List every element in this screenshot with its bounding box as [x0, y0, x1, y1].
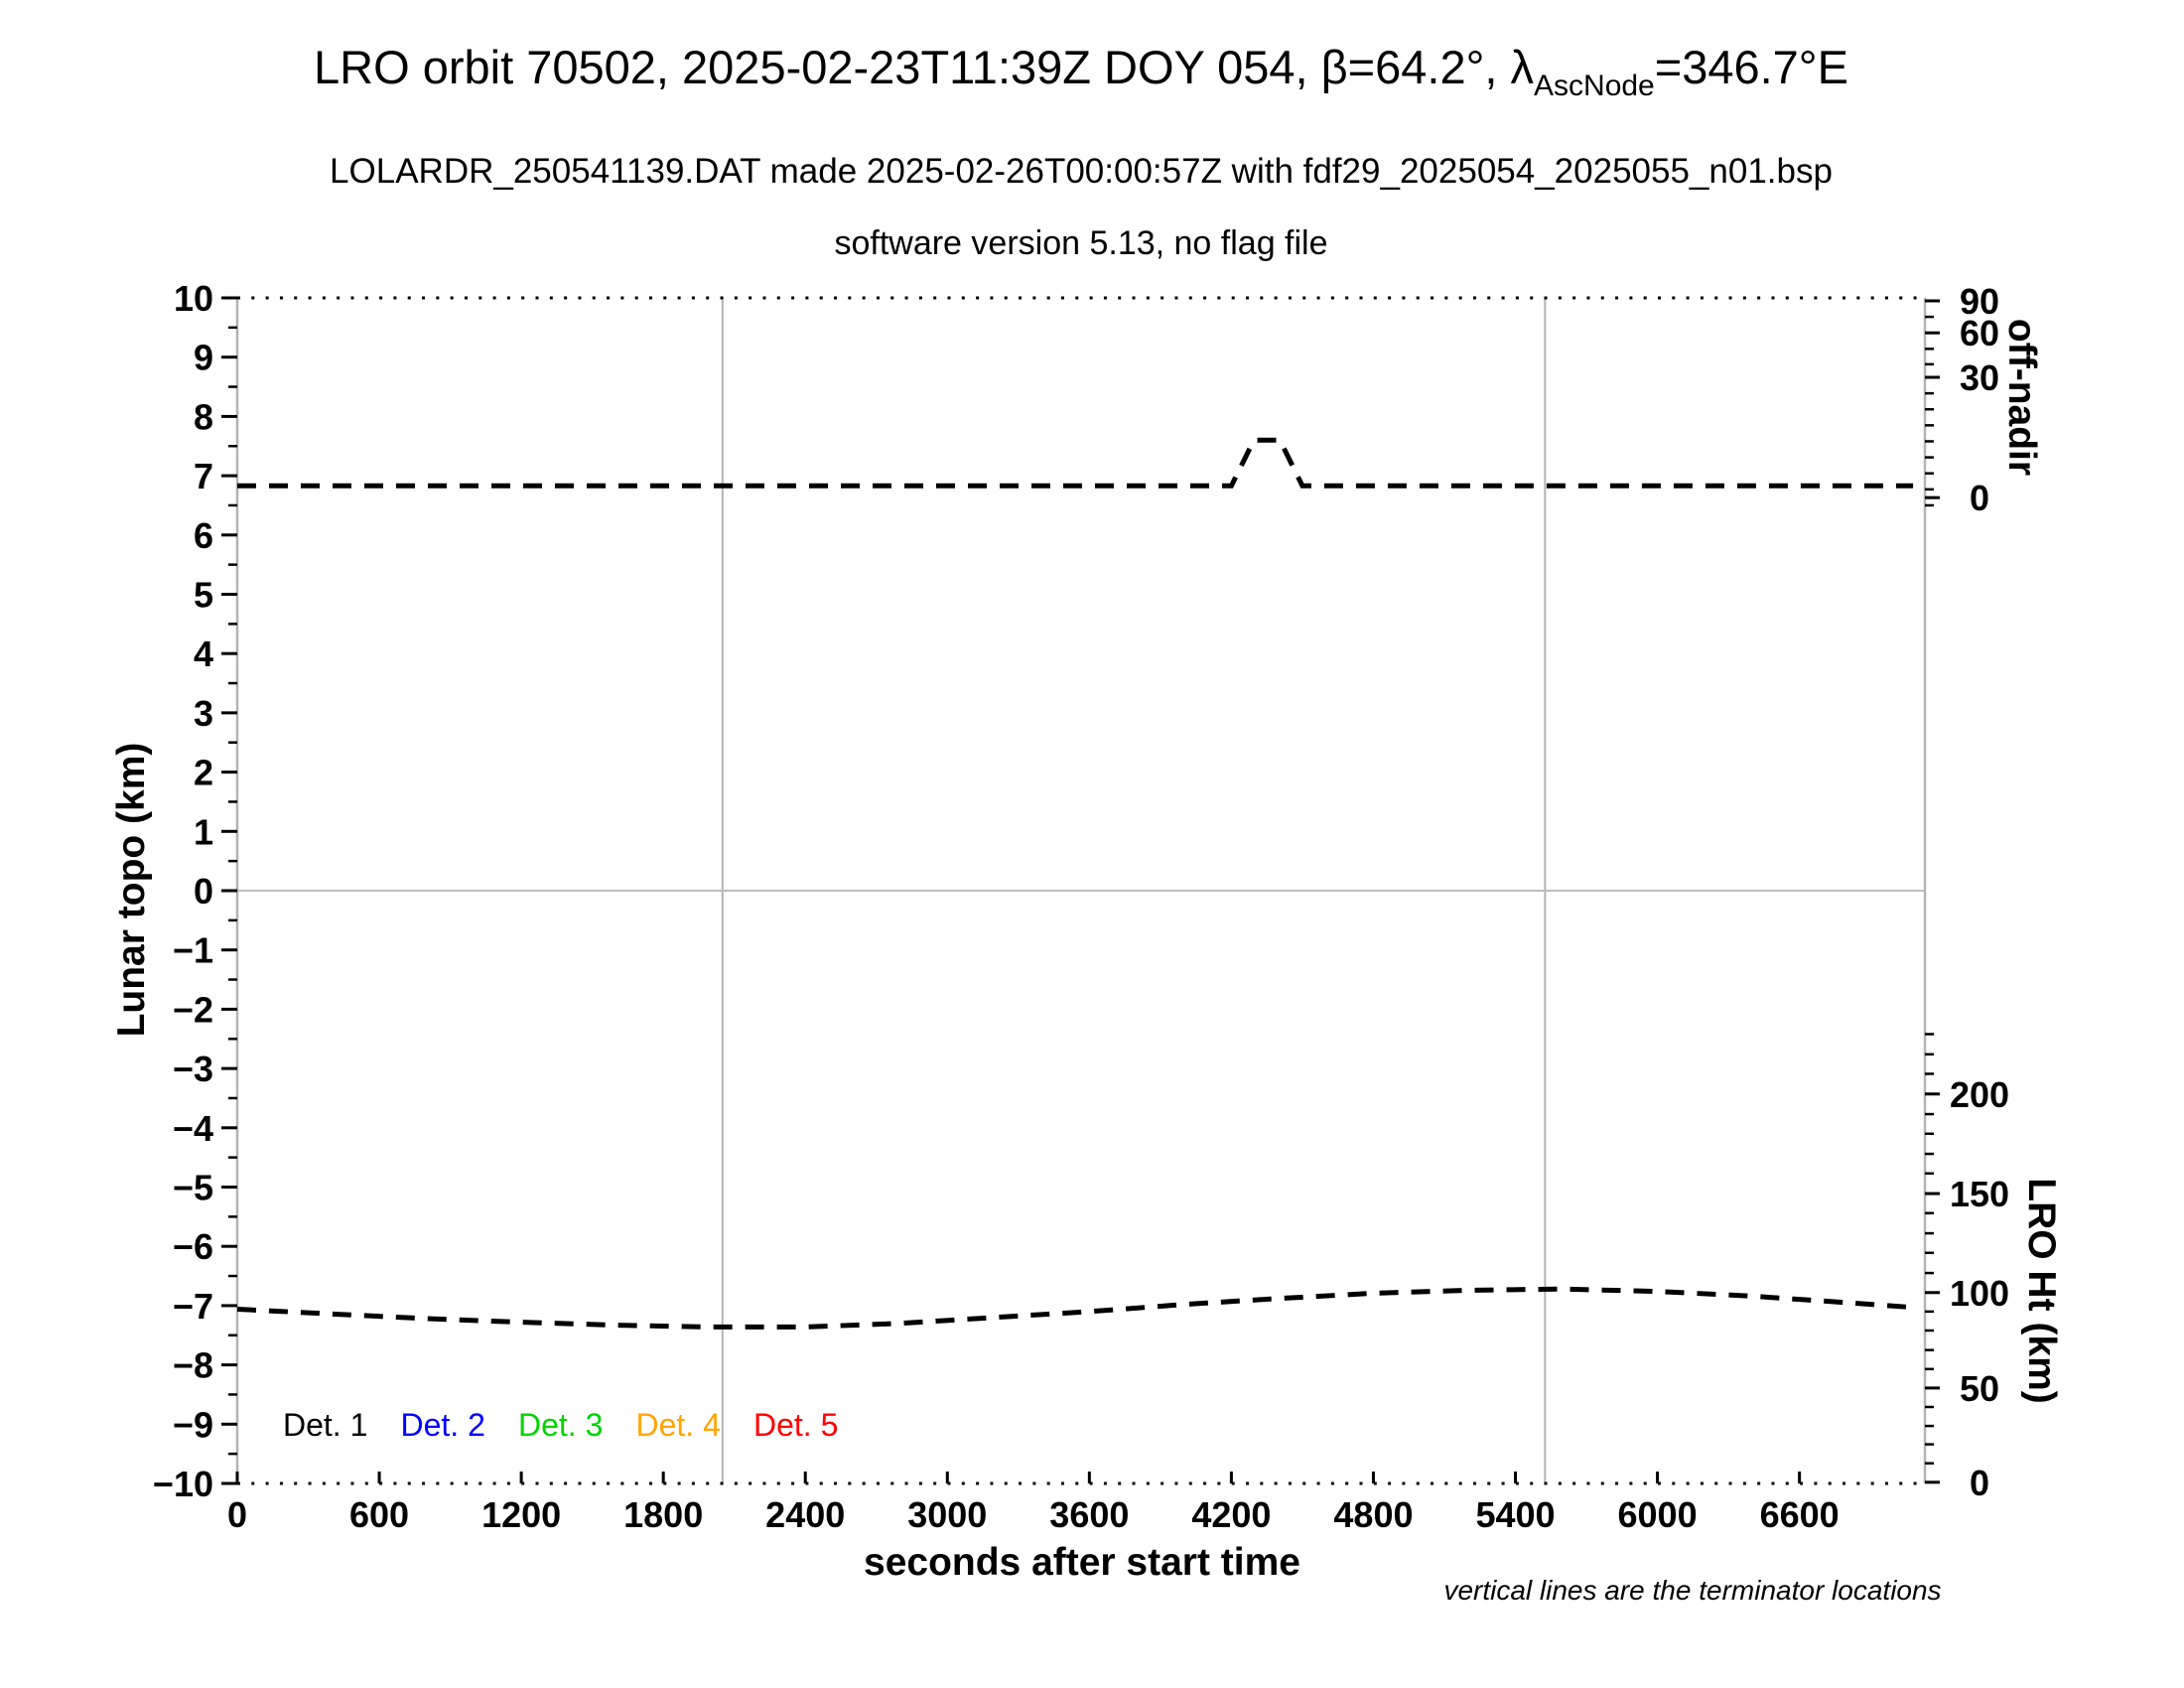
y-axis-label-lro-height: LRO Ht (km) — [2020, 1178, 2063, 1404]
off-nadir-tick-label: 30 — [1960, 357, 1999, 398]
legend-item-4: Det. 4 — [636, 1407, 721, 1443]
y-tick-label: −8 — [173, 1345, 213, 1386]
y-tick-label: −10 — [153, 1464, 213, 1504]
y-axis-label-left: Lunar topo (km) — [110, 742, 153, 1038]
lro-height-series — [236, 1286, 1914, 1330]
legend-item-5: Det. 5 — [753, 1407, 838, 1443]
x-tick-label: 6600 — [1760, 1494, 1840, 1535]
off-nadir-tick-label: 60 — [1960, 313, 1999, 353]
y-tick-label: 0 — [194, 871, 213, 912]
y-tick-label: 3 — [194, 693, 213, 734]
x-axis-label: seconds after start time — [864, 1541, 1300, 1584]
y-tick-label: −9 — [173, 1404, 213, 1445]
y-tick-label: 5 — [194, 575, 213, 616]
y-tick-label: −4 — [173, 1108, 213, 1149]
off-nadir-angle-series — [237, 437, 1914, 489]
x-tick-label: 2400 — [765, 1494, 845, 1535]
y-tick-label: −3 — [173, 1049, 213, 1089]
y-tick-label: 6 — [194, 515, 213, 556]
lro-ht-tick-label: 200 — [1950, 1074, 2009, 1115]
y-tick-label: 10 — [174, 278, 213, 319]
y-tick-label: 7 — [194, 456, 213, 496]
plot-title-tail: =346.7°E — [1654, 41, 1848, 93]
x-tick-label: 4800 — [1333, 1494, 1413, 1535]
y-tick-label: −2 — [173, 989, 213, 1030]
lro-ht-tick-label: 150 — [1950, 1174, 2009, 1214]
off-nadir-tick-label: 90 — [1960, 281, 1999, 322]
plot-title: LRO orbit 70502, 2025-02-23T11:39Z DOY 0… — [314, 40, 1848, 103]
y-tick-label: −6 — [173, 1226, 213, 1267]
y-tick-label: 4 — [194, 633, 213, 674]
x-tick-label: 0 — [227, 1494, 247, 1535]
plot-title-subscript: AscNode — [1534, 70, 1655, 102]
lro-ht-tick-label: 0 — [1970, 1463, 1989, 1503]
x-tick-label: 6000 — [1618, 1494, 1698, 1535]
x-tick-label: 600 — [349, 1494, 409, 1535]
y-tick-label: 8 — [194, 396, 213, 437]
plot-subtitle-file-line: LOLARDR_250541139.DAT made 2025-02-26T00… — [330, 152, 1833, 191]
legend-item-1: Det. 1 — [283, 1407, 367, 1443]
terminator-footnote: vertical lines are the terminator locati… — [1443, 1575, 1942, 1606]
plot-title-main: LRO orbit 70502, 2025-02-23T11:39Z DOY 0… — [314, 41, 1535, 93]
lro-ht-tick-label: 50 — [1960, 1368, 1999, 1409]
x-tick-label: 3600 — [1049, 1494, 1129, 1535]
y-tick-label: −1 — [173, 930, 213, 971]
y-tick-label: 2 — [194, 753, 213, 793]
x-tick-label: 3000 — [907, 1494, 987, 1535]
legend-item-2: Det. 2 — [401, 1407, 485, 1443]
x-tick-label: 5400 — [1475, 1494, 1555, 1535]
x-tick-label: 1200 — [481, 1494, 561, 1535]
y-tick-label: 1 — [194, 811, 213, 852]
x-tick-label: 1800 — [623, 1494, 703, 1535]
off-nadir-tick-label: 0 — [1970, 478, 1989, 518]
y-tick-label: 9 — [194, 338, 213, 378]
x-tick-label: 4200 — [1191, 1494, 1271, 1535]
lro-ht-tick-label: 100 — [1950, 1273, 2009, 1314]
plot-software-version-line: software version 5.13, no flag file — [834, 224, 1328, 262]
y-tick-label: −7 — [173, 1286, 213, 1327]
legend-item-3: Det. 3 — [518, 1407, 603, 1443]
y-tick-label: −5 — [173, 1168, 213, 1208]
y-axis-label-off-nadir: off-nadir — [2000, 318, 2043, 477]
